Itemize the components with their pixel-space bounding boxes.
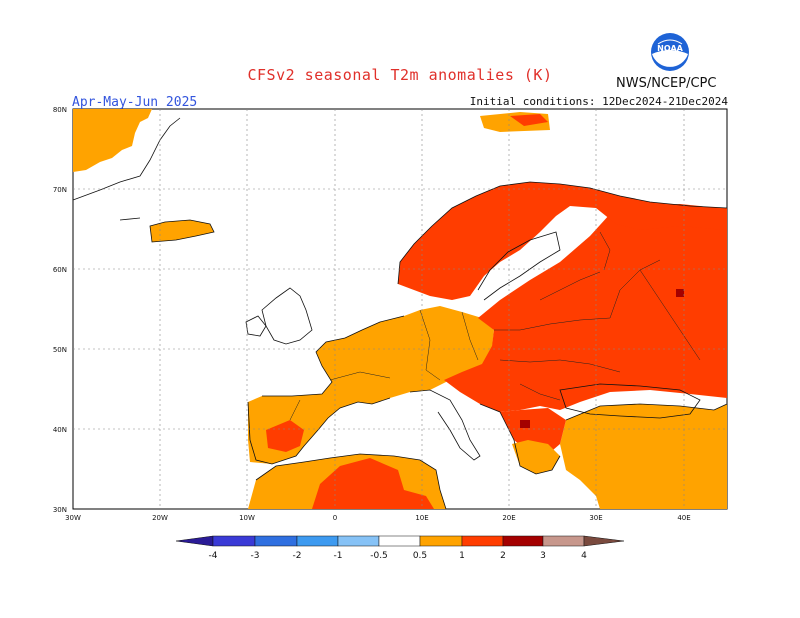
eastern-europe-red xyxy=(444,204,727,412)
colorbar-swatch xyxy=(502,535,544,547)
north-africa-red xyxy=(312,458,434,509)
colorbar-label: -1 xyxy=(334,551,343,561)
lon-label: 40E xyxy=(677,514,690,522)
anomaly-fill xyxy=(73,109,727,509)
lat-label: 70N xyxy=(53,186,67,194)
gridlines xyxy=(73,109,727,509)
lon-label: 30E xyxy=(589,514,602,522)
colorbar-swatch xyxy=(254,535,298,547)
darkred-cell-balkans xyxy=(520,420,530,428)
lon-label: 30W xyxy=(65,514,81,522)
colorbar-swatch xyxy=(337,535,380,547)
initial-conditions: Initial conditions: 12Dec2024-21Dec2024 xyxy=(469,95,728,108)
coastlines xyxy=(72,117,728,510)
lat-label: 60N xyxy=(53,266,67,274)
lat-label: 40N xyxy=(53,426,67,434)
country-borders xyxy=(289,231,701,421)
colorbar-swatch xyxy=(378,535,421,547)
colorbar-swatch xyxy=(419,535,463,547)
colorbar-label: 0.5 xyxy=(413,551,427,561)
colorbar-label: 1 xyxy=(459,551,465,561)
colorbar-label: -2 xyxy=(293,551,302,561)
lat-label: 50N xyxy=(53,346,67,354)
colorbar-label: -4 xyxy=(209,551,218,561)
colorbar-swatch xyxy=(212,535,256,547)
noaa-logo-icon: NOAA xyxy=(651,33,689,71)
page-title: CFSv2 seasonal T2m anomalies (K) xyxy=(247,66,553,84)
lon-label: 0 xyxy=(333,514,337,522)
forecast-period: Apr-May-Jun 2025 xyxy=(72,95,198,110)
colorbar-swatch xyxy=(542,535,585,547)
scandinavia-red xyxy=(398,182,727,300)
lat-label: 30N xyxy=(53,506,67,514)
colorbar: -4 -3 -2 -1 -0.5 0.5 1 2 3 4 xyxy=(175,535,625,561)
western-europe-orange xyxy=(248,306,494,464)
lon-label: 20W xyxy=(152,514,168,522)
lon-label: 10W xyxy=(239,514,255,522)
turkey-orange xyxy=(560,404,727,509)
colorbar-label: -3 xyxy=(251,551,260,561)
colorbar-label: 3 xyxy=(540,551,546,561)
darkred-cell-russia xyxy=(676,289,684,297)
colorbar-label: -0.5 xyxy=(370,551,388,561)
iceland-orange xyxy=(150,220,214,242)
colorbar-label: 2 xyxy=(500,551,506,561)
balkans-red xyxy=(500,408,566,456)
agency-label: NWS/NCEP/CPC xyxy=(616,76,717,91)
lon-label: 10E xyxy=(415,514,428,522)
greenland-orange xyxy=(73,109,152,172)
colorbar-swatch xyxy=(296,535,339,547)
iberia-red xyxy=(266,420,304,452)
arctic-strip-red xyxy=(510,114,548,126)
greece-orange xyxy=(512,440,560,474)
logo-text: NOAA xyxy=(657,44,683,53)
colorbar-arrow-right xyxy=(583,535,625,547)
lon-label: 20E xyxy=(502,514,515,522)
colorbar-label: 4 xyxy=(581,551,587,561)
colorbar-arrow-left xyxy=(175,535,214,547)
lat-label: 80N xyxy=(53,106,67,114)
colorbar-swatch xyxy=(461,535,504,547)
